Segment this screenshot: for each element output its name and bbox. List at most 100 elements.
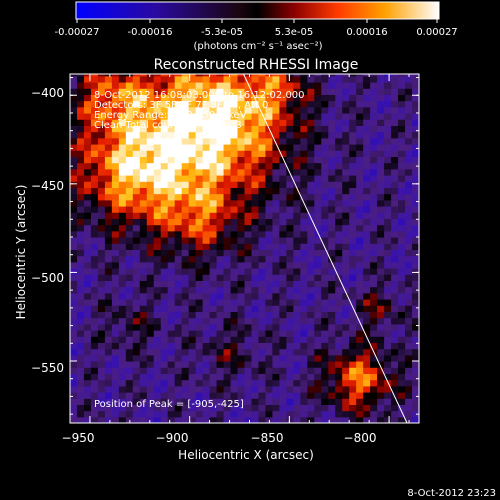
heatmap-cell bbox=[412, 410, 419, 418]
heatmap-cell bbox=[286, 367, 294, 374]
heatmap-cell bbox=[104, 212, 113, 219]
heatmap-cell bbox=[132, 74, 141, 77]
heatmap-cell bbox=[265, 88, 274, 95]
heatmap-cell bbox=[349, 274, 357, 281]
heatmap-cell bbox=[258, 112, 267, 120]
heatmap-cell bbox=[363, 267, 371, 275]
heatmap-cell bbox=[377, 385, 385, 393]
heatmap-cell bbox=[391, 255, 399, 263]
colorbar-unit-label: (photons cm⁻² s⁻¹ asec⁻²) bbox=[193, 41, 322, 52]
heatmap-cell bbox=[104, 410, 113, 418]
heatmap-cell bbox=[342, 150, 350, 157]
heatmap-cell bbox=[272, 367, 280, 374]
heatmap-cell bbox=[216, 212, 225, 219]
heatmap-cell bbox=[97, 181, 106, 188]
heatmap-cell bbox=[342, 348, 350, 356]
heatmap-cell bbox=[188, 255, 197, 263]
heatmap-cell bbox=[90, 230, 99, 238]
heatmap-cell bbox=[370, 323, 378, 331]
heatmap-cell bbox=[167, 112, 176, 120]
heatmap-cell bbox=[83, 367, 92, 374]
heatmap-cell bbox=[244, 261, 253, 269]
heatmap-cell bbox=[230, 224, 239, 232]
heatmap-cell bbox=[251, 336, 260, 343]
heatmap-cell bbox=[391, 311, 399, 319]
heatmap-cell bbox=[342, 416, 350, 423]
heatmap-cell bbox=[314, 112, 322, 120]
heatmap-cell bbox=[97, 392, 106, 399]
heatmap-cell bbox=[377, 342, 385, 350]
heatmap-cell bbox=[237, 379, 246, 387]
heatmap-cell bbox=[188, 131, 197, 139]
heatmap-cell bbox=[363, 218, 371, 226]
heatmap-cell bbox=[83, 336, 92, 343]
heatmap-cell bbox=[174, 249, 183, 257]
heatmap-cell bbox=[188, 298, 197, 306]
heatmap-cell bbox=[139, 75, 148, 83]
heatmap-cell bbox=[258, 342, 267, 350]
heatmap-cell bbox=[244, 218, 253, 226]
heatmap-cell bbox=[307, 236, 315, 244]
heatmap-cell bbox=[223, 367, 232, 374]
heatmap-cell bbox=[181, 360, 190, 368]
heatmap-cell bbox=[125, 193, 134, 201]
heatmap-cell bbox=[384, 187, 392, 195]
heatmap-cell bbox=[300, 187, 308, 195]
heatmap-cell bbox=[405, 187, 413, 195]
heatmap-cell bbox=[265, 336, 274, 343]
heatmap-cell bbox=[405, 131, 413, 139]
heatmap-cell bbox=[97, 385, 106, 393]
heatmap-cell bbox=[153, 354, 162, 362]
heatmap-cell bbox=[307, 261, 315, 269]
heatmap-cell bbox=[314, 218, 322, 226]
heatmap-cell bbox=[307, 74, 315, 77]
annotation-energy-range: Energy Range: 25.0 - 50.0 keV bbox=[94, 110, 247, 121]
heatmap-cell bbox=[258, 193, 267, 201]
heatmap-cell bbox=[111, 236, 120, 244]
heatmap-cell bbox=[412, 125, 419, 133]
heatmap-cell bbox=[384, 392, 392, 399]
heatmap-cell bbox=[237, 119, 246, 126]
heatmap-cell bbox=[216, 100, 225, 108]
heatmap-cell bbox=[146, 218, 155, 226]
heatmap-cell bbox=[153, 88, 162, 95]
heatmap-cell bbox=[174, 106, 183, 114]
heatmap-cell bbox=[111, 267, 120, 275]
heatmap-cell bbox=[412, 75, 419, 83]
heatmap-cell bbox=[160, 193, 169, 201]
heatmap-cell bbox=[356, 255, 364, 263]
heatmap-cell bbox=[370, 243, 378, 250]
heatmap-cell bbox=[405, 274, 413, 281]
heatmap-cell bbox=[258, 348, 267, 356]
heatmap-cell bbox=[377, 373, 385, 381]
heatmap-cell bbox=[132, 323, 141, 331]
heatmap-cell bbox=[216, 94, 225, 102]
heatmap-cell bbox=[209, 305, 218, 312]
heatmap-cell bbox=[146, 187, 155, 195]
heatmap-cell bbox=[167, 360, 176, 368]
heatmap-cell bbox=[139, 74, 148, 77]
heatmap-cell bbox=[202, 385, 211, 393]
heatmap-cell bbox=[349, 280, 357, 288]
heatmap-cell bbox=[139, 81, 148, 89]
heatmap-cell bbox=[384, 236, 392, 244]
heatmap-cell bbox=[279, 230, 287, 238]
heatmap-cell bbox=[314, 298, 322, 306]
heatmap-cell bbox=[391, 218, 399, 226]
heatmap-cell bbox=[272, 224, 280, 232]
heatmap-cell bbox=[90, 168, 99, 176]
heatmap-cell bbox=[377, 75, 385, 83]
heatmap-cell bbox=[139, 112, 148, 120]
heatmap-cell bbox=[223, 81, 232, 89]
heatmap-cell bbox=[97, 317, 106, 325]
heatmap-cell bbox=[398, 329, 406, 337]
heatmap-cell bbox=[321, 74, 329, 77]
heatmap-cell bbox=[153, 162, 162, 170]
heatmap-cell bbox=[328, 311, 336, 319]
heatmap-cell bbox=[195, 112, 204, 120]
heatmap-cell bbox=[405, 367, 413, 374]
heatmap-cell bbox=[167, 305, 176, 312]
heatmap-cell bbox=[195, 230, 204, 238]
heatmap-cell bbox=[174, 230, 183, 238]
heatmap-cell bbox=[314, 367, 322, 374]
